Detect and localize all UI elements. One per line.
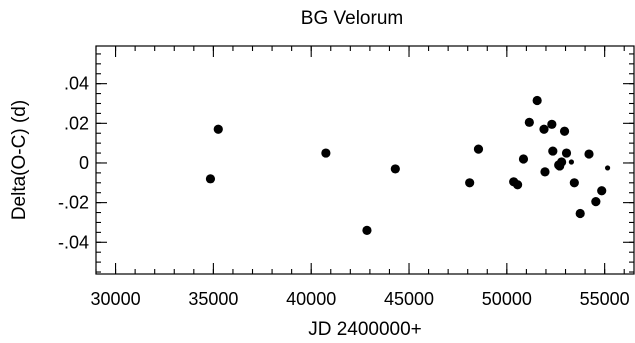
data-point [473,144,484,154]
x-tick-label: 35000 [188,289,238,309]
x-tick-label: 40000 [286,289,336,309]
y-axis: -.04 -.02 0 .02 .04 [58,53,634,273]
data-point [532,95,542,106]
data-point [559,126,570,136]
data-point [575,208,585,219]
data-point [569,178,579,188]
data-point [390,164,400,174]
data-point [213,124,223,134]
y-tick-label: 0 [79,153,89,173]
data-point [518,154,529,164]
data-point [591,197,601,207]
data-point [205,174,216,184]
y-tick-label: .04 [64,74,89,94]
data-point [561,148,572,158]
data-point [548,146,558,156]
data-point [557,157,567,167]
y-tick-label: -.02 [58,193,89,213]
x-tick-label: 45000 [384,289,434,309]
data-point [512,180,523,190]
data-point [540,167,550,177]
data-point [362,225,372,235]
y-tick-label: .02 [64,113,89,133]
data-point [568,159,574,165]
chart-title: BG Velorum [301,8,403,29]
data-point [524,117,534,127]
plot-frame [95,45,635,275]
data-points [205,95,611,235]
y-tick-label: -.04 [58,232,89,252]
data-point [597,186,607,196]
data-point [547,119,557,129]
x-axis-label: JD 2400000+ [308,319,422,340]
data-point [465,178,475,188]
x-tick-label: 30000 [91,289,141,309]
x-axis: 30000 35000 40000 45000 50000 55000 [91,46,630,309]
data-point [321,148,331,158]
x-tick-label: 55000 [580,289,630,309]
data-point [539,124,549,134]
x-tick-label: 50000 [482,289,532,309]
data-point [584,149,594,159]
y-axis-label: Delta(O-C) (d) [9,100,30,220]
data-point [604,165,611,171]
